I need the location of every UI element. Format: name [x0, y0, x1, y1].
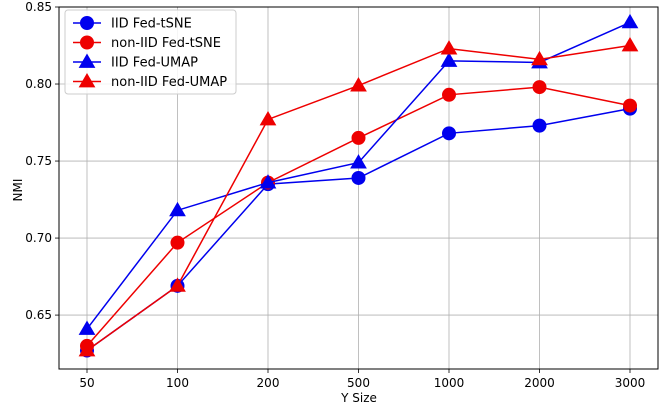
legend-label: non-IID Fed-UMAP — [111, 75, 227, 90]
y-tick-label: 0.85 — [25, 0, 52, 14]
x-axis-label: Y Size — [340, 391, 377, 405]
data-point — [78, 342, 96, 357]
x-tick-label: 1000 — [434, 376, 465, 390]
x-tick-label: 100 — [166, 376, 189, 390]
series-non-iid-fed-umap — [78, 37, 639, 357]
data-point — [621, 37, 639, 52]
x-tick-label: 2000 — [524, 376, 555, 390]
data-point — [170, 235, 185, 250]
legend-label: IID Fed-UMAP — [111, 56, 198, 71]
axes: 50 100 200 500 1000 2000 3000 0.65 0.70 0.75 0.80 0… — [25, 0, 659, 390]
legend-marker — [78, 73, 96, 88]
legend-entry: IID Fed-UMAP — [73, 53, 198, 71]
y-tick-label: 0.70 — [25, 231, 52, 245]
plot-frame — [58, 6, 659, 370]
data-point — [350, 77, 367, 92]
data-point — [351, 170, 366, 185]
data-point — [350, 154, 367, 169]
legend-entry: non-IID Fed-UMAP — [73, 73, 227, 90]
x-tick-label: 3000 — [615, 376, 646, 390]
legend-entry: IID Fed-tSNE — [73, 16, 192, 32]
series — [78, 13, 639, 358]
legend-label: IID Fed-tSNE — [111, 17, 192, 32]
data-point — [442, 126, 456, 141]
data-point — [531, 50, 548, 66]
legend-entry: non-IID Fed-tSNE — [73, 35, 221, 51]
data-point — [259, 110, 277, 126]
y-tick-label: 0.65 — [25, 308, 52, 322]
data-point — [351, 130, 366, 145]
data-point — [623, 98, 637, 113]
data-point — [532, 118, 547, 133]
y-axis-label: NMI — [11, 179, 25, 202]
legend-marker — [78, 53, 96, 68]
data-point — [442, 87, 456, 102]
legend: IID Fed-tSNE non-IID Fed-tSNE IID Fed-UMAP… — [64, 9, 237, 95]
legend-box — [64, 9, 237, 95]
data-point — [440, 40, 458, 55]
data-point — [532, 80, 547, 95]
legend-marker — [80, 35, 94, 50]
data-point — [621, 13, 639, 29]
x-tick-label: 500 — [347, 376, 370, 390]
data-point — [78, 320, 96, 335]
data-point — [440, 52, 458, 67]
data-point — [169, 201, 186, 217]
legend-label: non-IID Fed-tSNE — [111, 36, 221, 51]
legend-marker — [80, 16, 94, 30]
data-point — [259, 174, 277, 189]
x-tick-label: 200 — [257, 376, 280, 390]
data-point — [169, 277, 186, 292]
y-tick-label: 0.75 — [25, 154, 52, 168]
x-tick-label: 50 — [79, 376, 94, 390]
y-tick-label: 0.80 — [25, 77, 52, 91]
